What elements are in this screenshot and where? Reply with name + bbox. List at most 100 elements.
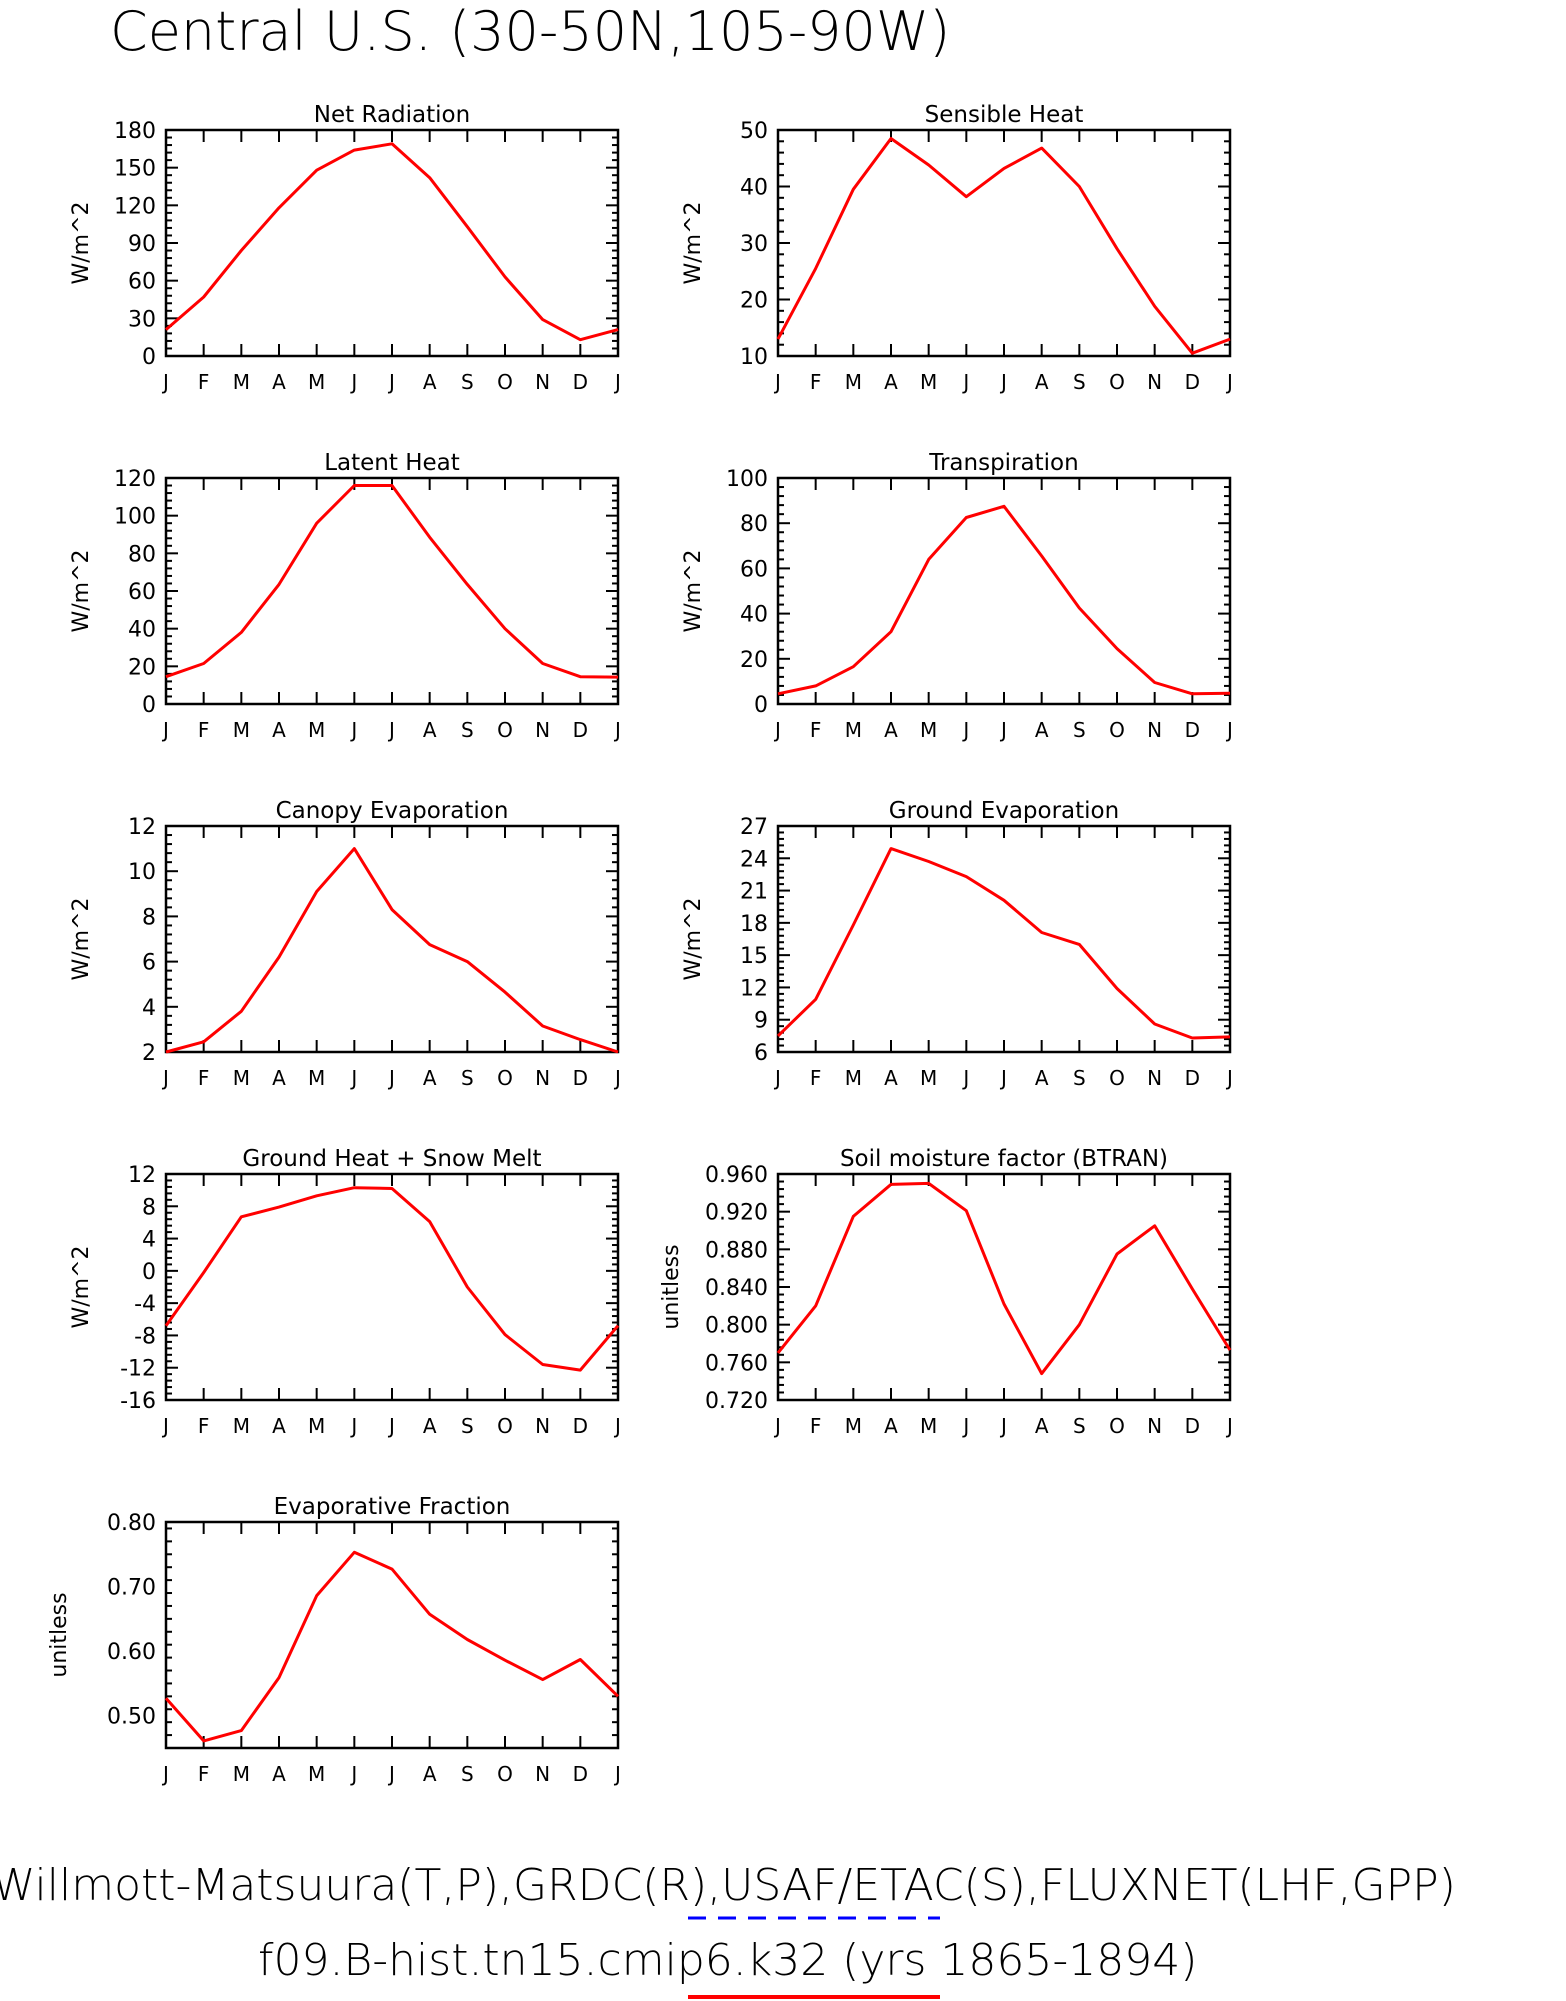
y-tick-label: 40 (740, 176, 768, 201)
x-tick-label: A (423, 1762, 437, 1786)
y-tick-label: 27 (740, 815, 768, 840)
y-tick-label: 9 (754, 1009, 768, 1034)
y-tick-label: 2 (142, 1041, 156, 1066)
x-tick-label: J (387, 1414, 395, 1438)
y-tick-label: 180 (114, 119, 156, 144)
x-tick-label: O (497, 718, 513, 742)
x-tick-label: M (308, 1762, 325, 1786)
x-tick-label: J (961, 1066, 969, 1090)
x-tick-label: M (233, 370, 250, 394)
x-tick-label: D (573, 718, 588, 742)
x-tick-label: D (573, 1066, 588, 1090)
x-tick-label: D (573, 1414, 588, 1438)
y-tick-label: 90 (128, 232, 156, 257)
x-tick-label: D (1185, 718, 1200, 742)
x-tick-label: A (272, 1414, 286, 1438)
x-tick-label: J (613, 1066, 621, 1090)
x-tick-label: A (272, 718, 286, 742)
y-tick-label: 60 (128, 580, 156, 605)
y-tick-label: 40 (128, 618, 156, 643)
y-tick-label: 0.960 (705, 1163, 768, 1188)
y-tick-label: 8 (142, 905, 156, 930)
y-tick-label: 80 (740, 512, 768, 537)
x-tick-label: F (810, 1066, 822, 1090)
y-tick-label: 80 (128, 542, 156, 567)
y-tick-label: 100 (726, 467, 768, 492)
x-tick-label: A (884, 718, 898, 742)
footer-line1: Willmott-Matsuura(T,P),GRDC(R),USAF/ETAC… (0, 1860, 1456, 1911)
y-tick-label: 0.840 (705, 1276, 768, 1301)
y-tick-label: 4 (142, 996, 156, 1021)
plot-frame (776, 128, 1232, 358)
x-tick-label: A (1035, 1066, 1049, 1090)
x-tick-label: J (387, 1762, 395, 1786)
y-tick-label: 0 (754, 693, 768, 718)
x-tick-label: M (845, 1414, 862, 1438)
x-tick-label: F (810, 1414, 822, 1438)
x-tick-label: M (233, 1066, 250, 1090)
y-axis-label: W/m^2 (681, 201, 706, 284)
x-tick-label: M (920, 1414, 937, 1438)
chart-title: Transpiration (928, 450, 1078, 476)
series-line (165, 484, 619, 679)
y-tick-label: 0 (142, 1260, 156, 1285)
x-tick-label: D (1185, 1414, 1200, 1438)
x-tick-label: O (1109, 718, 1125, 742)
page-title: Central U.S. (30-50N,105-90W) (110, 0, 950, 63)
x-tick-label: J (161, 1762, 169, 1786)
x-tick-label: O (1109, 370, 1125, 394)
x-tick-label: M (233, 718, 250, 742)
x-tick-label: S (1073, 1066, 1086, 1090)
x-tick-label: J (1225, 370, 1233, 394)
y-tick-label: 0.920 (705, 1201, 768, 1226)
x-tick-label: J (349, 1762, 357, 1786)
x-tick-label: N (535, 1066, 550, 1090)
x-tick-label: D (1185, 1066, 1200, 1090)
x-tick-label: J (1225, 1414, 1233, 1438)
chart-title: Latent Heat (324, 450, 460, 476)
x-tick-label: J (613, 370, 621, 394)
y-tick-label: 24 (740, 847, 768, 872)
x-tick-label: O (497, 1066, 513, 1090)
y-tick-label: 12 (128, 815, 156, 840)
y-tick-label: -8 (134, 1324, 156, 1349)
series-line (777, 504, 1231, 696)
x-tick-label: M (845, 370, 862, 394)
y-tick-label: 10 (740, 345, 768, 370)
plot-frame (164, 476, 620, 706)
y-tick-label: 60 (740, 557, 768, 582)
x-tick-label: O (497, 1414, 513, 1438)
y-tick-label: 120 (114, 467, 156, 492)
x-tick-label: O (1109, 1414, 1125, 1438)
y-axis-label: unitless (47, 1592, 72, 1677)
y-tick-label: 0.60 (107, 1640, 156, 1665)
x-tick-label: S (461, 370, 474, 394)
x-tick-label: S (461, 1762, 474, 1786)
x-tick-label: O (497, 1762, 513, 1786)
x-tick-label: J (613, 1762, 621, 1786)
x-tick-label: J (387, 718, 395, 742)
x-tick-label: F (810, 370, 822, 394)
x-tick-label: M (845, 718, 862, 742)
series-line (776, 847, 1231, 1040)
x-tick-label: J (1225, 718, 1233, 742)
y-tick-label: 30 (128, 307, 156, 332)
y-axis-label: W/m^2 (681, 897, 706, 980)
series-line (165, 847, 619, 1054)
chart-title: Sensible Heat (925, 102, 1084, 128)
x-tick-label: J (613, 1414, 621, 1438)
x-tick-label: J (773, 370, 781, 394)
series-line (776, 137, 1231, 355)
series-line (164, 1550, 620, 1743)
y-tick-label: 50 (740, 119, 768, 144)
x-tick-label: A (884, 1066, 898, 1090)
x-tick-label: S (461, 1414, 474, 1438)
y-tick-label: 0.800 (705, 1314, 768, 1339)
x-tick-label: J (161, 370, 169, 394)
x-tick-label: N (1147, 718, 1162, 742)
